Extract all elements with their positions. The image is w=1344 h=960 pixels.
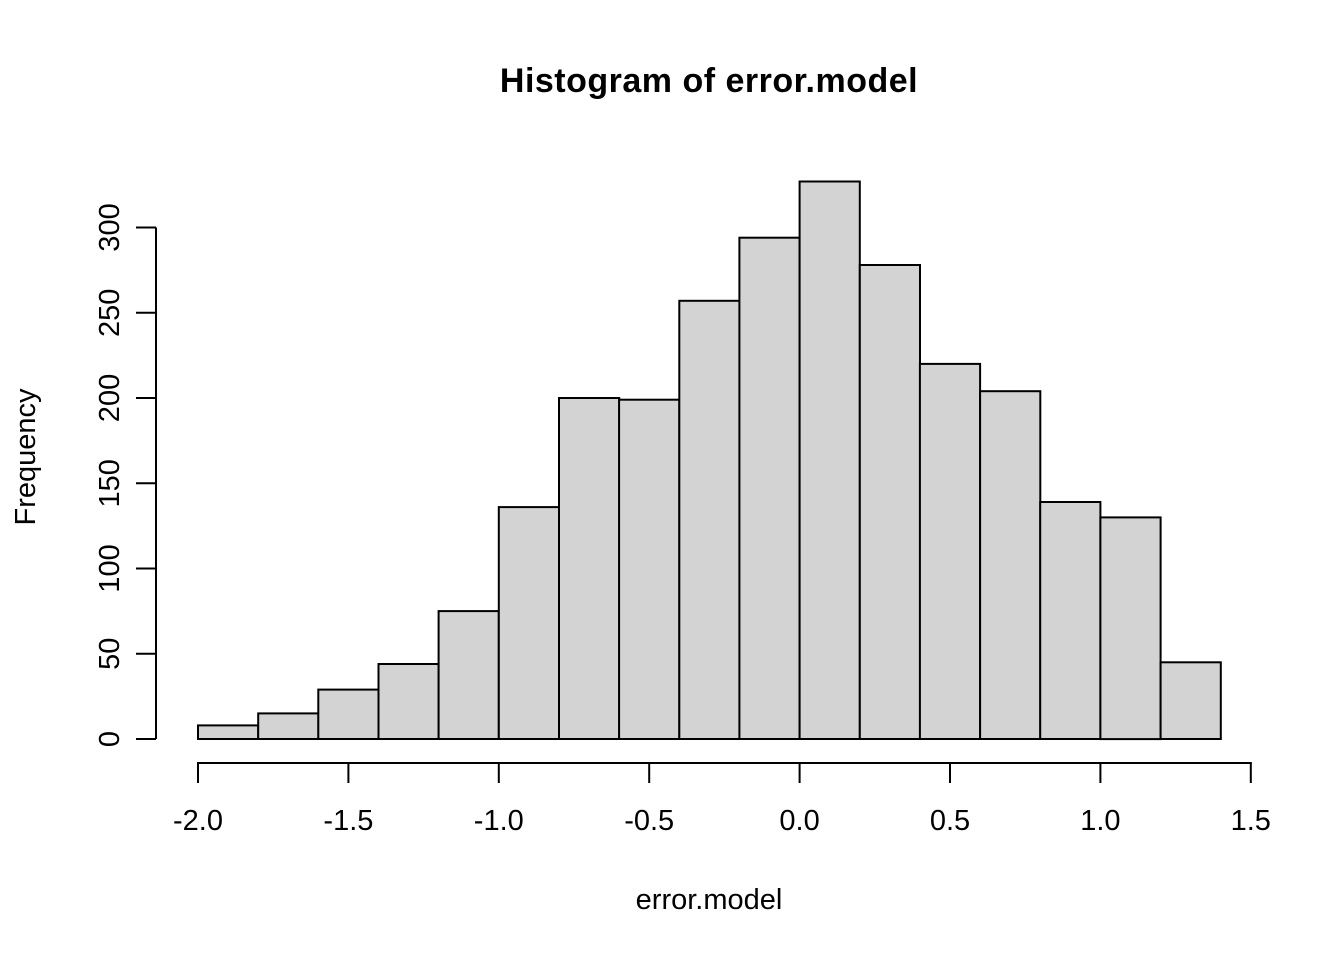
x-tick-label: 0.5	[930, 805, 970, 837]
histogram-bar	[678, 299, 741, 740]
y-tick-label: 0	[94, 731, 126, 747]
histogram-bar	[1159, 661, 1222, 740]
histogram-bar	[979, 390, 1042, 740]
x-tick-label: 1.0	[1080, 805, 1120, 837]
histogram-bar	[317, 688, 380, 740]
chart-title: Histogram of error.model	[499, 62, 919, 100]
histogram-bar	[618, 398, 681, 740]
x-tick-label: -1.0	[474, 805, 524, 837]
y-tick-label: 100	[94, 544, 126, 592]
histogram-bar	[558, 397, 621, 740]
x-axis-title: error.model	[635, 884, 783, 916]
y-tick-label: 300	[94, 203, 126, 251]
histogram-bar	[1039, 501, 1102, 740]
y-tick-label: 150	[94, 459, 126, 507]
histogram-bar	[257, 712, 320, 741]
x-tick-label: 1.5	[1231, 805, 1271, 837]
x-tick-label: -2.0	[173, 805, 223, 837]
x-tick-label: -0.5	[624, 805, 674, 837]
y-tick-label: 250	[94, 289, 126, 337]
histogram-bar	[738, 236, 801, 740]
histogram-bar	[798, 180, 861, 740]
histogram-bar	[858, 264, 921, 740]
x-tick-label: 0.0	[779, 805, 819, 837]
x-tick-label: -1.5	[323, 805, 373, 837]
histogram-bar	[1099, 516, 1162, 741]
histogram-bar	[497, 506, 560, 740]
histogram-bar	[918, 362, 982, 740]
histogram-bar	[197, 724, 260, 741]
histogram-bar	[377, 663, 440, 740]
y-axis-title: Frequency	[10, 388, 42, 526]
histogram-bar	[437, 610, 500, 740]
y-tick-label: 50	[94, 638, 126, 670]
y-tick-label: 200	[94, 374, 126, 422]
